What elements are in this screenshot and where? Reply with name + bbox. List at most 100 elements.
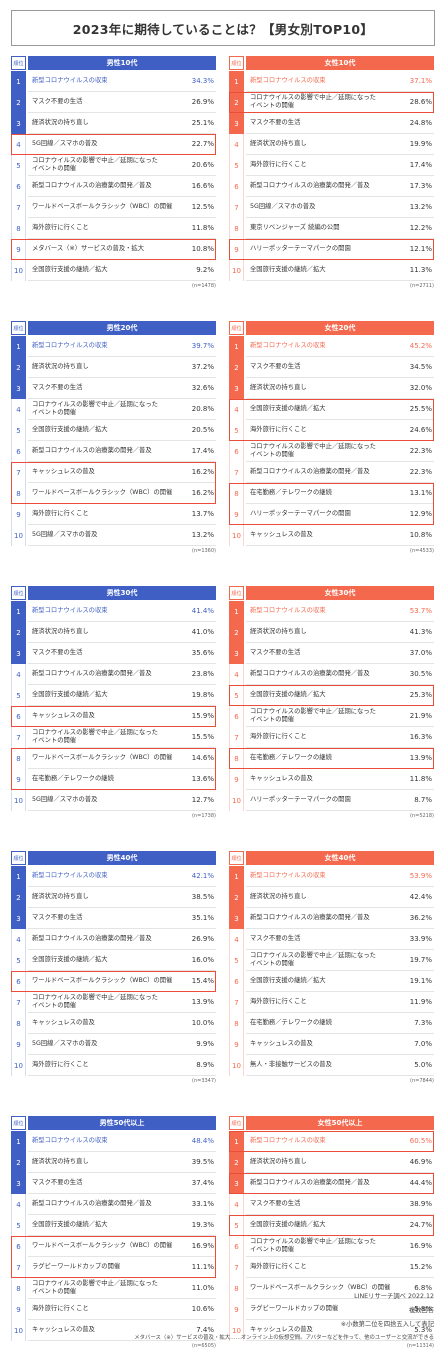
item-value: 34.3% [191, 76, 214, 85]
item-cell: 経済状況の持ち直し 46.9% [246, 1152, 434, 1173]
item-label: マスク不要の生活 [32, 384, 83, 392]
table-row: 7 新型コロナウイルスの治療薬の開発／普及 22.3% [229, 462, 434, 483]
item-value: 11.9% [409, 997, 432, 1006]
table-row: 6 新型コロナウイルスの治療薬の開発／普及 16.6% [11, 176, 216, 197]
rank-header: 順位 [11, 1116, 26, 1130]
item-cell: 経済状況の持ち直し 25.1% [28, 113, 216, 134]
rank-number: 5 [11, 1215, 26, 1236]
item-cell: コロナウイルスの影響で中止／延期になった イベントの開催 22.3% [246, 441, 434, 462]
item-cell: 無人・非接触サービスの普及 5.0% [246, 1055, 434, 1076]
rank-number: 1 [11, 866, 26, 887]
item-value: 10.6% [191, 1304, 214, 1313]
panel-header: 順位 男性40代 [11, 851, 216, 865]
table-row: 1 新型コロナウイルスの収束 53.7% [229, 601, 434, 622]
rank-number: 2 [229, 357, 244, 378]
item-label: 新型コロナウイルスの治療薬の開発／普及 [32, 182, 152, 190]
rank-number: 7 [11, 462, 26, 483]
rank-number: 2 [11, 357, 26, 378]
table-row: 1 新型コロナウイルスの収束 60.5% [229, 1131, 434, 1152]
item-value: 16.0% [191, 955, 214, 964]
table-row: 9 キャッシュレスの普及 11.8% [229, 769, 434, 790]
item-cell: ハリーポッターテーマパークの開園 8.7% [246, 790, 434, 811]
item-value: 35.1% [191, 913, 214, 922]
item-cell: マスク不要の生活 38.9% [246, 1194, 434, 1215]
item-cell: 経済状況の持ち直し 37.2% [28, 357, 216, 378]
table-row: 10 キャッシュレスの普及 10.8% [229, 525, 434, 546]
item-label: 在宅勤務／テレワークの継続 [32, 775, 114, 783]
rank-number: 7 [229, 1257, 244, 1278]
sample-size: (n=1738) [192, 813, 216, 819]
item-cell: マスク不要の生活 32.6% [28, 378, 216, 399]
item-cell: キャッシュレスの普及 11.8% [246, 769, 434, 790]
panel-header: 順位 男性20代 [11, 321, 216, 335]
item-value: 19.3% [191, 1220, 214, 1229]
item-cell: 新型コロナウイルスの収束 39.7% [28, 336, 216, 357]
item-cell: ハリーポッターテーマパークの開園 12.1% [246, 239, 434, 260]
rank-number: 5 [11, 155, 26, 176]
item-cell: 新型コロナウイルスの収束 53.7% [246, 601, 434, 622]
rank-number: 6 [229, 1236, 244, 1257]
table-row: 2 経済状況の持ち直し 41.3% [229, 622, 434, 643]
item-label: 新型コロナウイルスの治療薬の開発／普及 [32, 670, 152, 678]
item-label: 全国旅行支援の継続／拡大 [32, 1221, 108, 1229]
item-value: 46.9% [409, 1157, 432, 1166]
item-value: 19.1% [409, 976, 432, 985]
item-label: 新型コロナウイルスの収束 [250, 1137, 326, 1145]
item-cell: ワールドベースボールクラシック（WBC）の開催 16.2% [28, 483, 216, 504]
sample-size: (n=1360) [192, 548, 216, 554]
item-label: コロナウイルスの影響で中止／延期になった イベントの開催 [32, 1280, 158, 1295]
table-row: 6 ワールドベースボールクラシック（WBC）の開催 15.4% [11, 971, 216, 992]
table-row: 8 ワールドベースボールクラシック（WBC）の開催 14.6% [11, 748, 216, 769]
item-label: 経済状況の持ち直し [32, 628, 89, 636]
panel-pair: 順位 男性20代 1 新型コロナウイルスの収束 39.7% 2 経済状況の持ち直し 37.2%… [11, 321, 434, 555]
item-cell: キャッシュレスの普及 7.0% [246, 1034, 434, 1055]
rank-number: 3 [11, 378, 26, 399]
item-value: 5.8% [414, 1304, 432, 1313]
item-label: 海外旅行に行くこと [250, 1263, 307, 1271]
item-value: 17.3% [409, 181, 432, 190]
item-label: マスク不要の生活 [250, 363, 301, 371]
rank-number: 4 [11, 929, 26, 950]
item-cell: マスク不要の生活 35.6% [28, 643, 216, 664]
item-label: 全国旅行支援の継続／拡大 [32, 266, 108, 274]
sample-size: (n=3347) [192, 1078, 216, 1084]
item-label: キャッシュレスの普及 [250, 1040, 313, 1048]
rank-number: 1 [11, 601, 26, 622]
panel-header: 順位 男性50代以上 [11, 1116, 216, 1130]
rank-number: 3 [11, 113, 26, 134]
item-value: 13.1% [409, 488, 432, 497]
page-title: 2023年に期待していることは？【男女別TOP10】 [11, 10, 435, 46]
rank-number: 2 [11, 92, 26, 113]
item-value: 10.0% [191, 1018, 214, 1027]
item-cell: 海外旅行に行くこと 10.6% [28, 1299, 216, 1320]
item-label: 新型コロナウイルスの収束 [250, 342, 326, 350]
sample-size: (n=7844) [410, 1078, 434, 1084]
item-cell: 新型コロナウイルスの治療薬の開発／普及 30.5% [246, 664, 434, 685]
item-label: 経済状況の持ち直し [250, 893, 307, 901]
item-cell: 経済状況の持ち直し 41.3% [246, 622, 434, 643]
item-value: 35.6% [191, 648, 214, 657]
table-row: 2 経済状況の持ち直し 39.5% [11, 1152, 216, 1173]
rank-number: 4 [229, 1194, 244, 1215]
item-cell: コロナウイルスの影響で中止／延期になった イベントの開催 15.5% [28, 727, 216, 748]
item-value: 11.1% [191, 1262, 214, 1271]
item-value: 11.3% [409, 265, 432, 274]
table-row: 5 全国旅行支援の継続／拡大 19.3% [11, 1215, 216, 1236]
table-row: 2 コロナウイルスの影響で中止／延期になった イベントの開催 28.6% [229, 92, 434, 113]
item-cell: マスク不要の生活 37.4% [28, 1173, 216, 1194]
item-value: 19.7% [409, 955, 432, 964]
table-row: 2 マスク不要の生活 34.5% [229, 357, 434, 378]
item-label: 新型コロナウイルスの治療薬の開発／普及 [32, 935, 152, 943]
item-label: 新型コロナウイルスの治療薬の開発／普及 [250, 468, 370, 476]
rank-number: 2 [229, 887, 244, 908]
rank-number: 3 [229, 113, 244, 134]
item-cell: 海外旅行に行くこと 11.8% [28, 218, 216, 239]
item-value: 22.3% [409, 446, 432, 455]
item-cell: 全国旅行支援の継続／拡大 25.5% [246, 399, 434, 420]
item-label: キャッシュレスの普及 [32, 1019, 95, 1027]
item-label: 5G回線／スマホの普及 [32, 796, 98, 804]
table-row: 1 新型コロナウイルスの収束 53.9% [229, 866, 434, 887]
group-title: 女性50代以上 [246, 1116, 434, 1130]
item-label: コロナウイルスの影響で中止／延期になった イベントの開催 [32, 157, 158, 172]
table-row: 1 新型コロナウイルスの収束 48.4% [11, 1131, 216, 1152]
